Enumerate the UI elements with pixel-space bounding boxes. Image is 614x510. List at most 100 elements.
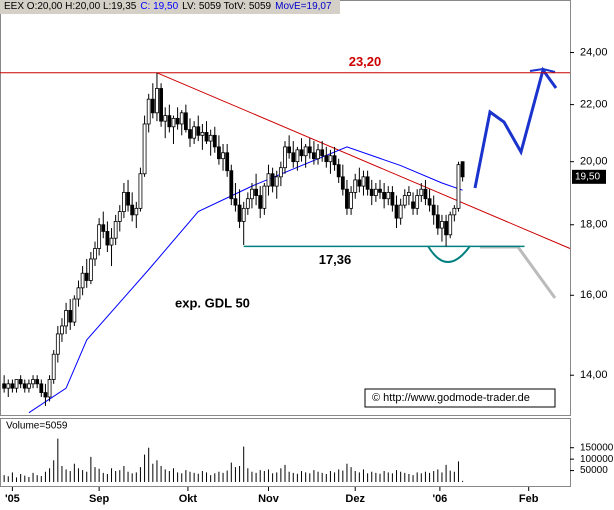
candle-body xyxy=(237,204,242,222)
candle-body xyxy=(320,149,325,157)
candle-body xyxy=(88,258,93,281)
candle-body xyxy=(415,195,420,209)
candle-body xyxy=(328,155,333,163)
candle-body xyxy=(150,98,155,114)
candle-body xyxy=(357,179,362,187)
candle-body xyxy=(113,221,118,239)
candle-body xyxy=(365,176,370,190)
candle-body xyxy=(22,383,27,389)
candle-body xyxy=(270,173,275,187)
candle-body xyxy=(31,379,35,385)
candle-body xyxy=(64,310,68,327)
candle-body xyxy=(411,201,415,209)
candle-body xyxy=(274,176,279,187)
candle-body xyxy=(163,115,168,122)
candle-body xyxy=(47,379,52,398)
candle-body xyxy=(188,129,192,139)
volume-tick-label: 150000 xyxy=(580,442,614,453)
volume-label: Volume=5059 xyxy=(6,421,68,432)
candle-body xyxy=(167,115,172,128)
candle-body xyxy=(204,132,209,142)
candle-body xyxy=(134,207,139,216)
candle-body xyxy=(419,188,424,196)
candle-body xyxy=(175,117,180,125)
last-price-box xyxy=(572,169,606,184)
candle-body xyxy=(10,383,15,389)
candle-body xyxy=(456,164,461,209)
volume-frame xyxy=(0,418,571,487)
candle-body xyxy=(68,310,73,323)
y-tick-label: 22,00 xyxy=(580,99,608,111)
candle-body xyxy=(369,188,374,196)
candle-body xyxy=(295,149,300,163)
candle-body xyxy=(142,123,147,175)
candle-body xyxy=(307,146,312,154)
copyright: © http://www.godmode-trader.de xyxy=(372,392,530,404)
y-tick-label: 24,00 xyxy=(580,46,608,58)
candle-body xyxy=(423,188,428,200)
candle-body xyxy=(55,333,60,355)
candle-body xyxy=(39,383,44,393)
candle-body xyxy=(349,191,353,209)
candle-body xyxy=(217,146,221,160)
candle-body xyxy=(200,132,205,136)
resistance-label: 23,20 xyxy=(349,54,382,69)
candle-body xyxy=(398,204,403,219)
candle-body xyxy=(407,191,411,196)
volume-tick-label: 50000 xyxy=(580,465,608,476)
candle-body xyxy=(225,152,230,172)
header-field: MovE=19,07 xyxy=(275,1,332,12)
candle-body xyxy=(254,188,258,196)
candle-body xyxy=(229,170,234,200)
candle-body xyxy=(126,191,130,206)
candle-body xyxy=(427,198,432,206)
candle-body xyxy=(138,173,143,209)
candle-body xyxy=(80,272,85,289)
candle-body xyxy=(122,191,126,212)
candle-body xyxy=(35,379,40,385)
candle-body xyxy=(159,88,163,122)
candle-body xyxy=(233,198,238,206)
volume-tick-label: 100000 xyxy=(580,454,614,465)
ema-line xyxy=(28,146,463,414)
candle-body xyxy=(241,207,246,222)
candle-body xyxy=(250,188,254,200)
candle-body xyxy=(183,112,188,131)
candle-body xyxy=(14,379,19,389)
candle-body xyxy=(303,146,308,157)
candle-body xyxy=(336,164,341,178)
candle-body xyxy=(221,152,225,160)
forecast-up xyxy=(473,66,558,189)
candle-body xyxy=(345,188,349,209)
candle-body xyxy=(299,149,304,157)
candle-body xyxy=(316,149,320,160)
candle-body xyxy=(390,191,395,206)
candle-body xyxy=(373,188,378,196)
candle-body xyxy=(2,383,7,389)
candle-body xyxy=(101,224,106,232)
candle-body xyxy=(93,248,97,260)
candle-body xyxy=(332,155,337,166)
candle-body xyxy=(212,134,217,148)
candle-body xyxy=(278,167,283,178)
candle-body xyxy=(440,221,444,229)
candle-body xyxy=(262,185,267,209)
candle-body xyxy=(27,383,31,389)
candle-body xyxy=(378,188,382,193)
candle-body xyxy=(6,383,11,389)
support-arc xyxy=(427,245,471,263)
x-tick-label: Sep xyxy=(89,493,109,505)
candle-body xyxy=(84,272,89,281)
candle-body xyxy=(179,112,184,125)
candle-body xyxy=(460,161,465,178)
candle-body xyxy=(146,98,151,125)
candle-body xyxy=(324,155,329,163)
x-tick-label: Nov xyxy=(258,493,280,505)
candle-body xyxy=(361,176,366,187)
x-tick-label: '05 xyxy=(5,493,20,505)
candle-body xyxy=(402,195,407,206)
candle-body xyxy=(431,204,436,216)
header: EEX O:20,00 H:20,00 L:19,35 C: 19,50 LV: 5… xyxy=(0,0,340,14)
candle-body xyxy=(208,134,213,142)
